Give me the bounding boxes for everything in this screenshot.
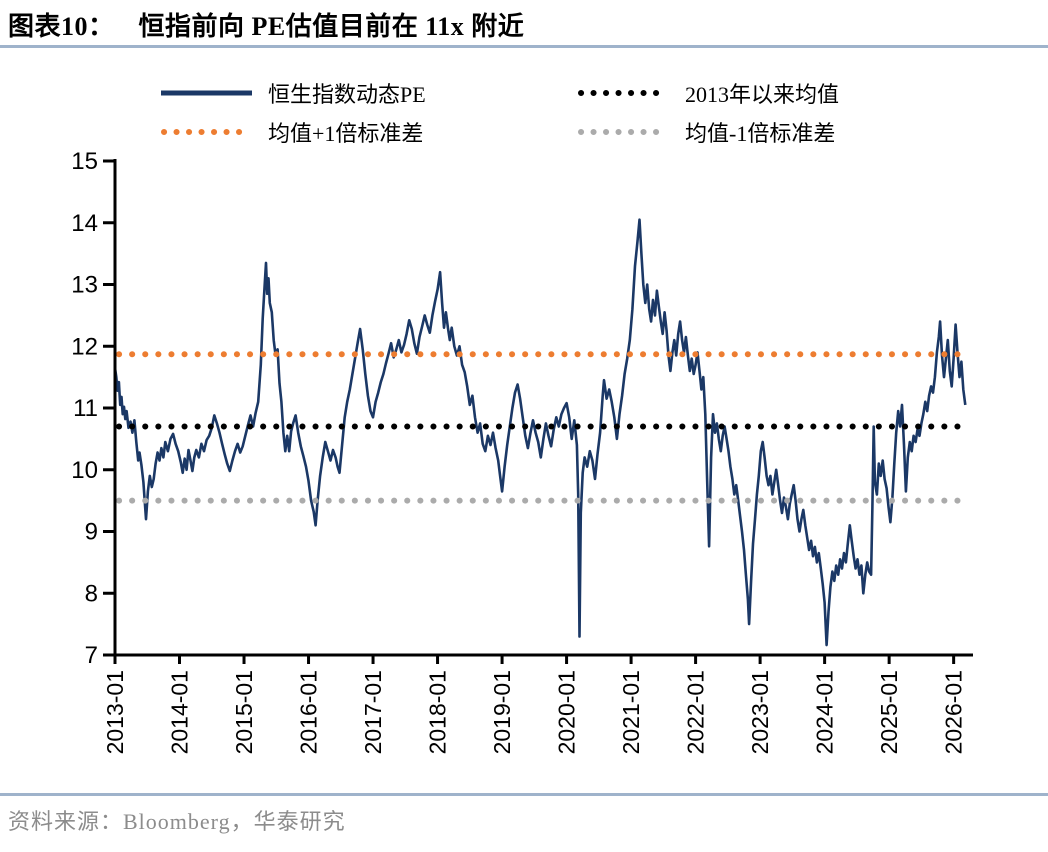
y-tick-label: 8 [85, 580, 98, 607]
x-tick-label: 2014-01 [167, 670, 193, 754]
legend-swatch-gray-dotted-icon [578, 129, 671, 135]
figure-title-text: 恒指前向 PE估值目前在 11x 附近 [138, 12, 525, 41]
legend-item-hsi-dynamic-pe: 恒生指数动态PE [158, 80, 426, 107]
legend-swatch-orange-dotted-icon [161, 129, 254, 135]
y-tick-label: 11 [73, 395, 98, 422]
x-tick-label: 2017-01 [360, 670, 386, 754]
y-tick-label: 12 [71, 333, 98, 360]
figure-title: 图表10： 恒指前向 PE估值目前在 11x 附近 [8, 6, 524, 43]
y-tick-label: 10 [71, 457, 98, 484]
x-tick-label: 2016-01 [296, 670, 322, 754]
x-tick-label: 2025-01 [876, 670, 902, 754]
y-tick-label: 7 [85, 642, 98, 669]
figure-number-label: 图表10： [8, 12, 115, 41]
x-tick-label: 2013-01 [102, 670, 128, 754]
legend-item-mean-plus-1sd: 均值+1倍标准差 [158, 119, 424, 146]
x-tick-label: 2021-01 [618, 670, 644, 754]
x-tick-label: 2020-01 [554, 670, 580, 754]
x-tick-label: 2023-01 [747, 670, 773, 754]
y-tick-label: 9 [85, 519, 98, 546]
title-underline-rule [0, 45, 1048, 48]
y-tick-label: 15 [71, 148, 98, 175]
legend-item-mean-since-2013: 2013年以来均值 [575, 80, 840, 107]
legend-swatch-solid-line-icon [161, 90, 252, 96]
legend-label-mean-minus-1sd: 均值-1倍标准差 [685, 121, 836, 146]
x-tick-label: 2015-01 [231, 670, 257, 754]
footer-rule [0, 793, 1048, 796]
legend-item-mean-minus-1sd: 均值-1倍标准差 [575, 119, 836, 146]
legend-swatch-black-dotted-icon [578, 90, 671, 96]
y-tick-label: 14 [71, 210, 98, 237]
x-tick-label: 2026-01 [941, 670, 967, 754]
x-tick-label: 2024-01 [812, 670, 838, 754]
source-attribution: 资料来源：Bloomberg，华泰研究 [8, 809, 346, 834]
x-tick-label: 2022-01 [683, 670, 709, 754]
x-tick-label: 2018-01 [425, 670, 451, 754]
legend-label-mean-since-2013: 2013年以来均值 [685, 82, 840, 107]
legend-label-hsi-dynamic-pe: 恒生指数动态PE [268, 82, 426, 107]
y-tick-label: 13 [71, 272, 98, 299]
pe-series-line [113, 218, 967, 647]
legend-label-mean-plus-1sd: 均值+1倍标准差 [268, 121, 424, 146]
x-tick-label: 2019-01 [489, 670, 515, 754]
